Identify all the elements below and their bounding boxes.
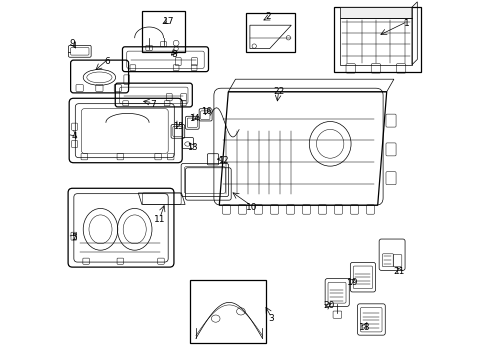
Text: 21: 21	[393, 267, 404, 276]
Text: 16: 16	[201, 107, 212, 116]
Text: 17: 17	[163, 17, 174, 26]
Text: 8: 8	[171, 50, 177, 59]
Text: 22: 22	[272, 87, 284, 96]
Text: 20: 20	[323, 302, 334, 310]
Text: 13: 13	[186, 143, 197, 152]
Polygon shape	[339, 7, 411, 18]
Text: 2: 2	[264, 12, 270, 21]
Text: 1: 1	[404, 19, 409, 28]
Bar	[246, 13, 294, 52]
Bar	[142, 11, 185, 52]
Text: 12: 12	[217, 156, 228, 165]
Text: 7: 7	[149, 100, 155, 109]
Text: 19: 19	[346, 278, 358, 287]
Text: 14: 14	[188, 114, 199, 123]
Text: 3: 3	[268, 314, 274, 323]
Text: 6: 6	[104, 57, 110, 66]
Text: 15: 15	[172, 122, 183, 131]
Text: 10: 10	[245, 202, 257, 212]
Text: 11: 11	[154, 215, 165, 224]
Bar	[190, 280, 265, 343]
Text: 5: 5	[72, 233, 77, 242]
Text: 18: 18	[359, 323, 370, 332]
Text: 9: 9	[69, 39, 75, 48]
Bar	[334, 7, 420, 72]
Text: 4: 4	[72, 132, 77, 141]
